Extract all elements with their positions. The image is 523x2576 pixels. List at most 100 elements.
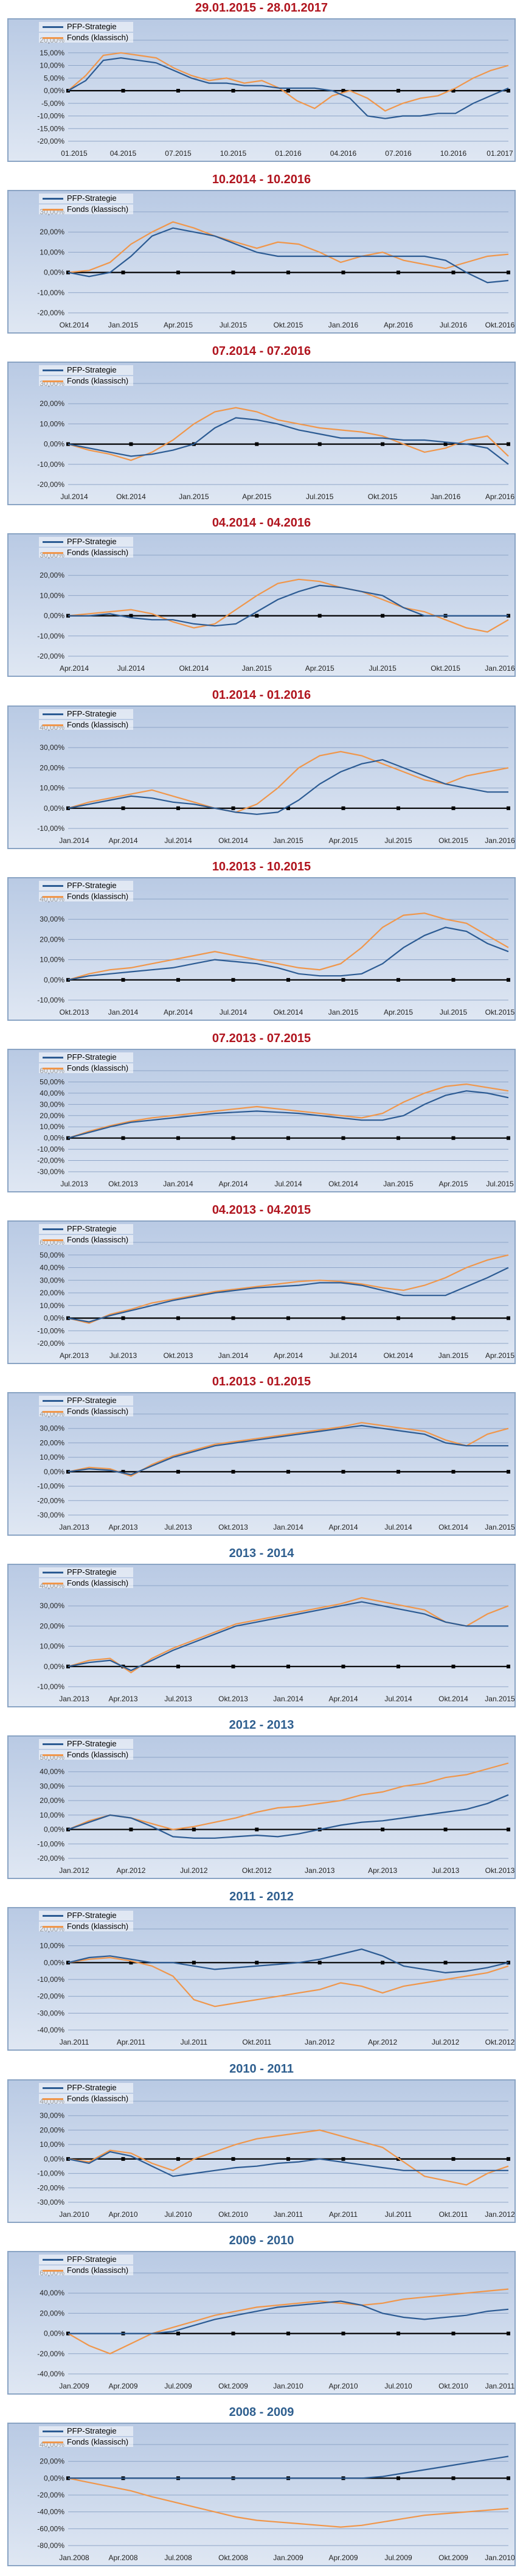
x-tick-label: Apr.2015 xyxy=(164,321,193,329)
y-tick-label: 30,00% xyxy=(40,1100,64,1108)
x-tick-marker xyxy=(507,2331,510,2336)
x-tick-marker xyxy=(381,614,385,618)
x-tick-label: Apr.2011 xyxy=(329,2210,358,2219)
y-tick-label: -10,00% xyxy=(37,112,64,121)
chart-title: 04.2014 - 04.2016 xyxy=(212,516,311,530)
series-line-fonds-klassisch xyxy=(68,1422,509,1477)
series-line-pfp-strategie xyxy=(68,758,508,815)
x-tick-label: Okt.2013 xyxy=(218,1523,248,1531)
series-line-fonds-klassisch xyxy=(68,1254,509,1324)
legend-swatch xyxy=(43,1239,63,1241)
legend-swatch xyxy=(43,552,63,554)
x-tick-marker xyxy=(192,1961,196,1965)
x-tick-marker xyxy=(176,1316,180,1320)
x-tick-marker xyxy=(176,89,180,93)
series-line-pfp-strategie xyxy=(68,926,509,981)
y-tick-label: 20,00% xyxy=(40,2457,64,2466)
x-tick-label: Jul.2016 xyxy=(440,321,468,329)
x-tick-label: Jul.2015 xyxy=(486,1180,514,1188)
legend-item: PFP-Strategie xyxy=(39,365,134,375)
x-tick-marker xyxy=(286,1316,290,1320)
legend-swatch xyxy=(43,713,63,715)
legend-label: PFP-Strategie xyxy=(67,1567,117,1577)
chart-title: 10.2013 - 10.2015 xyxy=(212,860,311,873)
x-tick-marker xyxy=(66,806,70,810)
y-tick-label: -60,00% xyxy=(37,2524,64,2533)
chart-panel: 04.2014 - 04.201630,00%20,00%10,00%0,00%… xyxy=(0,515,523,687)
legend-label: Fonds (klassisch) xyxy=(67,2094,129,2103)
x-tick-marker xyxy=(451,89,455,93)
x-tick-label: Okt.2011 xyxy=(242,2038,271,2046)
chart-title: 07.2013 - 07.2015 xyxy=(212,1032,311,1045)
x-tick-marker xyxy=(451,270,455,275)
chart-svg: 50,00%40,00%30,00%20,00%10,00%0,00%-10,0… xyxy=(37,1753,514,1875)
x-tick-label: Okt.2014 xyxy=(116,492,146,501)
x-tick-label: Okt.2009 xyxy=(218,2382,248,2390)
x-tick-marker xyxy=(176,978,180,982)
chart-panel: 04.2013 - 04.201560,00%50,00%40,00%30,00… xyxy=(0,1202,523,1374)
y-tick-label: 10,00% xyxy=(40,784,64,793)
legend: PFP-Strategie Fonds (klassisch) xyxy=(39,2426,134,2448)
y-tick-label: 0,00% xyxy=(44,1468,64,1476)
legend-label: PFP-Strategie xyxy=(67,365,117,374)
legend-label: PFP-Strategie xyxy=(67,22,117,31)
legend-item: Fonds (klassisch) xyxy=(39,1578,134,1588)
legend-swatch xyxy=(43,198,63,200)
chart-frame: 60,00%50,00%40,00%30,00%20,00%10,00%0,00… xyxy=(7,1220,516,1364)
x-tick-marker xyxy=(121,978,125,982)
x-tick-label: Okt.2013 xyxy=(60,1008,89,1017)
y-tick-label: 20,00% xyxy=(40,571,64,579)
legend-item: Fonds (klassisch) xyxy=(39,33,134,43)
x-tick-marker xyxy=(451,806,455,810)
legend-label: PFP-Strategie xyxy=(67,1396,117,1405)
x-tick-label: 07.2015 xyxy=(165,149,192,158)
x-tick-marker xyxy=(507,270,510,275)
chart-title: 2012 - 2013 xyxy=(229,1718,294,1732)
x-tick-label: Okt.2008 xyxy=(218,2553,248,2562)
legend-item: PFP-Strategie xyxy=(39,1739,134,1749)
chart-svg: 40,00%30,00%20,00%10,00%0,00%-10,00%-20,… xyxy=(37,2097,514,2219)
legend-swatch xyxy=(43,2087,63,2089)
x-tick-label: Jul.2014 xyxy=(384,1523,412,1531)
y-tick-label: -10,00% xyxy=(37,996,64,1004)
x-tick-marker xyxy=(507,2157,510,2161)
series-line-fonds-klassisch xyxy=(68,1597,509,1674)
legend-label: Fonds (klassisch) xyxy=(67,33,129,42)
legend-item: Fonds (klassisch) xyxy=(39,2437,134,2447)
chart-title: 29.01.2015 - 28.01.2017 xyxy=(195,1,328,15)
y-tick-label: -10,00% xyxy=(37,632,64,640)
series-line-pfp-strategie xyxy=(68,57,509,119)
x-tick-marker xyxy=(451,1664,455,1668)
y-tick-label: -10,00% xyxy=(37,289,64,297)
x-tick-marker xyxy=(176,2331,180,2336)
x-tick-label: Jan.2015 xyxy=(485,1695,514,1703)
x-tick-marker xyxy=(121,270,125,275)
x-tick-label: 01.2016 xyxy=(275,149,302,158)
series-line-fonds-klassisch xyxy=(68,1956,509,2007)
chart-title: 01.2014 - 01.2016 xyxy=(212,688,311,702)
x-tick-label: Jan.2015 xyxy=(383,1180,414,1188)
legend-item: PFP-Strategie xyxy=(39,1911,134,1920)
chart-panel: 01.2013 - 01.201540,00%30,00%20,00%10,00… xyxy=(0,1374,523,1545)
x-tick-label: Jul.2010 xyxy=(164,2210,192,2219)
chart-svg: 40,00%20,00%0,00%-20,00%-40,00%-60,00%-8… xyxy=(37,2440,514,2562)
x-tick-marker xyxy=(507,978,510,982)
x-tick-label: Jul.2014 xyxy=(274,1180,302,1188)
x-tick-label: Jan.2014 xyxy=(59,836,89,845)
chart-frame: 30,00%20,00%10,00%0,00%-10,00%-20,00%Jul… xyxy=(7,362,516,505)
x-tick-marker xyxy=(121,2157,125,2161)
y-tick-label: -20,00% xyxy=(37,1854,64,1863)
y-tick-label: 50,00% xyxy=(40,1251,64,1259)
legend-swatch xyxy=(43,1583,63,1584)
legend-item: PFP-Strategie xyxy=(39,2083,134,2093)
x-tick-marker xyxy=(317,442,322,446)
x-tick-marker xyxy=(192,614,196,618)
legend-item: Fonds (klassisch) xyxy=(39,2266,134,2275)
x-tick-label: Jul.2015 xyxy=(369,664,397,673)
y-tick-label: 20,00% xyxy=(40,1111,64,1120)
x-tick-label: Apr.2012 xyxy=(368,2038,397,2046)
x-tick-label: Apr.2016 xyxy=(485,492,514,501)
x-tick-label: Apr.2015 xyxy=(384,1008,413,1017)
x-tick-marker xyxy=(66,1664,70,1668)
chart-panel: 10.2013 - 10.201540,00%30,00%20,00%10,00… xyxy=(0,859,523,1031)
